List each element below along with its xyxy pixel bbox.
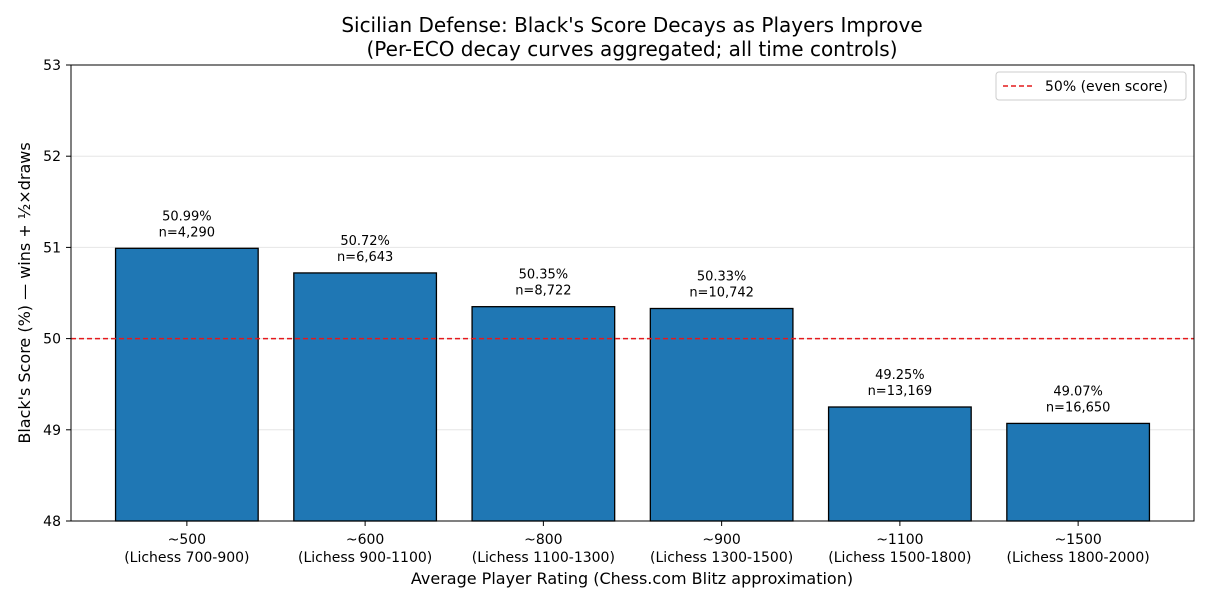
x-tick-label: ~800 xyxy=(524,532,562,548)
y-tick-label: 50 xyxy=(43,332,61,348)
plot-frame xyxy=(70,64,1195,522)
bar-sample-label: n=10,742 xyxy=(689,286,754,301)
x-tick-label: ~1100 xyxy=(876,532,923,548)
x-tick-label: ~1500 xyxy=(1054,532,1101,548)
chart-subtitle: (Per-ECO decay curves aggregated; all ti… xyxy=(366,37,897,61)
bar-sample-label: n=16,650 xyxy=(1046,400,1111,415)
y-axis-label: Black's Score (%) — wins + ½×draws xyxy=(15,142,34,443)
bar-value-label: 50.35% xyxy=(519,268,569,283)
x-tick-label: ~600 xyxy=(346,532,384,548)
legend-label: 50% (even score) xyxy=(1045,79,1168,95)
bar xyxy=(471,306,616,522)
bar-sample-label: n=6,643 xyxy=(337,250,393,265)
y-tick-label: 52 xyxy=(43,149,61,165)
x-axis-label: Average Player Rating (Chess.com Blitz a… xyxy=(411,569,853,588)
x-tick-sublabel: (Lichess 900-1100) xyxy=(298,550,432,566)
bar-value-label: 50.33% xyxy=(697,270,747,285)
data-labels: 50.99%n=4,290 50.72%n=6,643 50.35%n=8,722 5… xyxy=(159,209,1111,415)
x-axis-ticks: ~500 (Lichess 700-900) ~600 (Lichess 900-11… xyxy=(124,521,1150,566)
bar xyxy=(649,307,794,522)
bars xyxy=(114,247,1151,522)
chart-title: Sicilian Defense: Black's Score Decays a… xyxy=(341,13,922,37)
bar-value-label: 49.07% xyxy=(1053,384,1103,399)
legend: 50% (even score) xyxy=(995,71,1187,101)
y-tick-label: 48 xyxy=(43,514,61,530)
bar-sample-label: n=13,169 xyxy=(868,384,933,399)
x-tick-label: ~900 xyxy=(702,532,740,548)
x-tick-sublabel: (Lichess 1300-1500) xyxy=(650,550,793,566)
bar-value-label: 50.99% xyxy=(162,209,212,224)
x-tick-sublabel: (Lichess 700-900) xyxy=(124,550,249,566)
bar-sample-label: n=8,722 xyxy=(515,284,571,299)
y-tick-label: 51 xyxy=(43,240,61,256)
legend-box xyxy=(995,71,1187,101)
bar xyxy=(293,272,438,522)
bar-value-label: 49.25% xyxy=(875,368,925,383)
x-tick-sublabel: (Lichess 1100-1300) xyxy=(472,550,615,566)
bar xyxy=(1006,422,1151,522)
y-tick-label: 53 xyxy=(43,58,61,74)
bar-sample-label: n=4,290 xyxy=(159,225,215,240)
bar-value-label: 50.72% xyxy=(340,234,390,249)
x-tick-sublabel: (Lichess 1500-1800) xyxy=(828,550,971,566)
x-tick-sublabel: (Lichess 1800-2000) xyxy=(1007,550,1150,566)
x-tick-label: ~500 xyxy=(168,532,206,548)
y-axis-ticks: 48 49 50 51 52 53 xyxy=(43,58,71,530)
bar xyxy=(114,247,259,522)
bar xyxy=(827,406,972,522)
y-tick-label: 49 xyxy=(43,423,61,439)
